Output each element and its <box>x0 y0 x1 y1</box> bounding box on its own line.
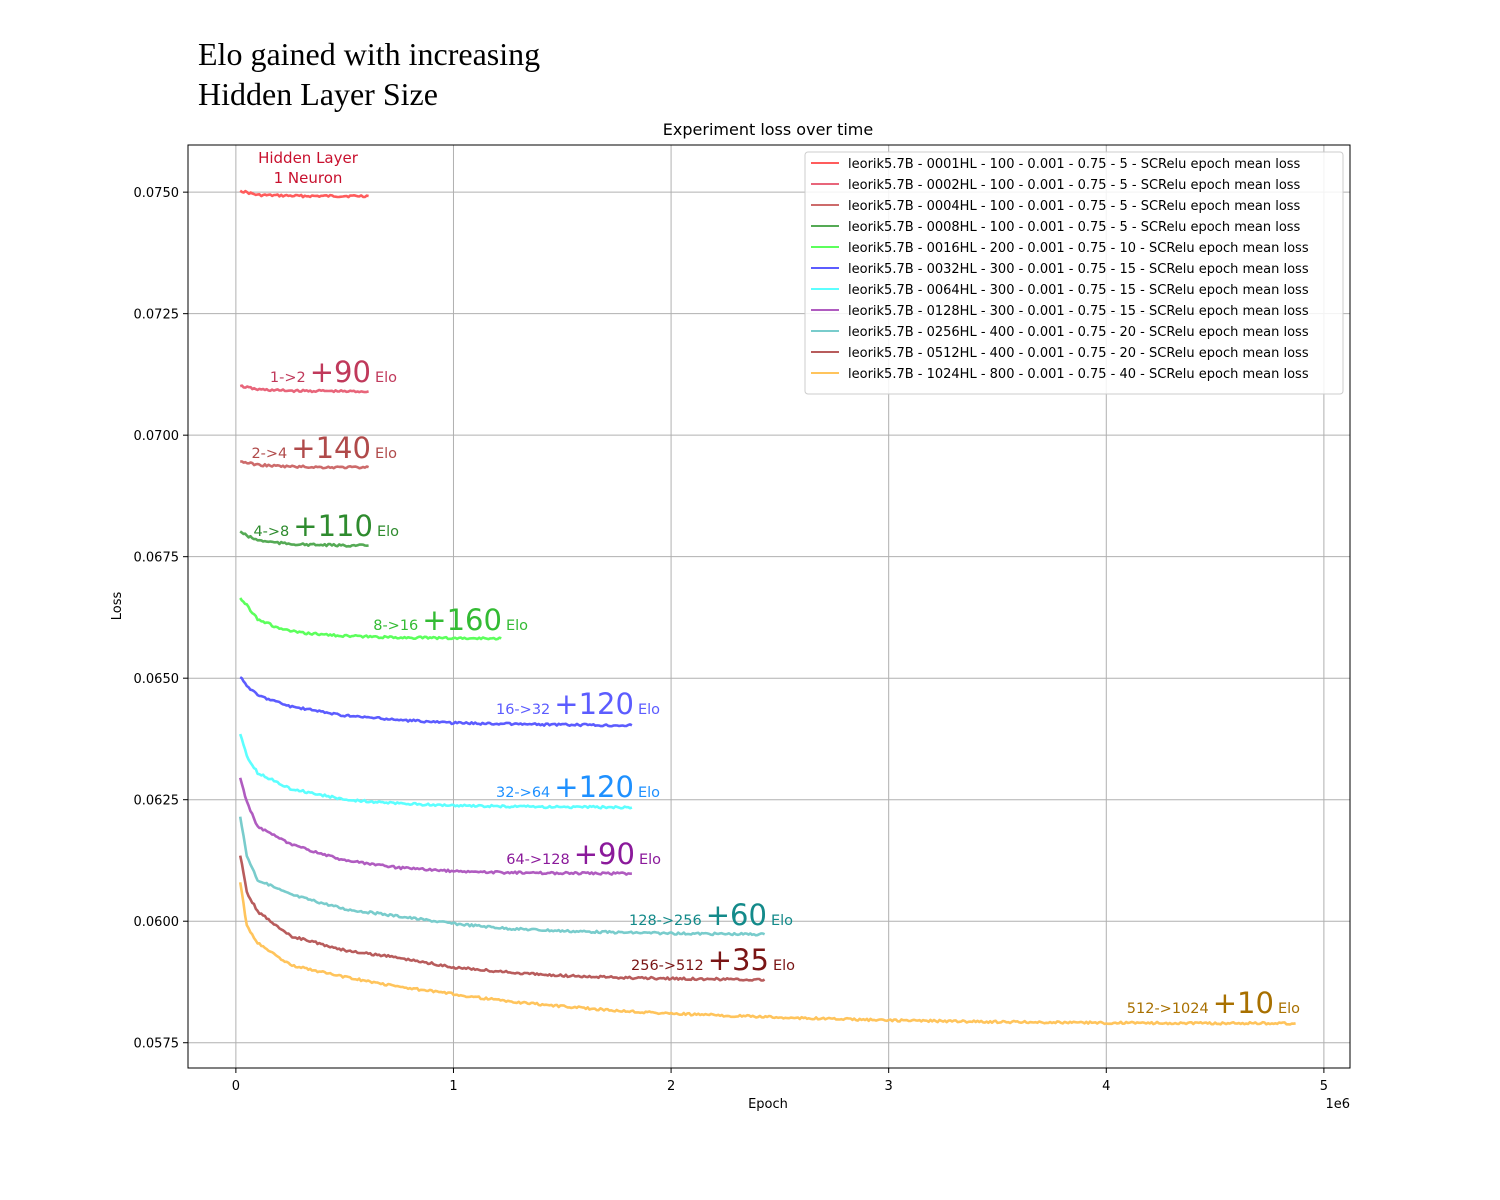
series-line <box>239 530 369 548</box>
elo-gain-range: 32->64 <box>496 785 550 801</box>
series-line <box>238 733 633 810</box>
elo-gain-value: +90 <box>310 355 371 389</box>
hidden-layer-label: 1 Neuron <box>274 169 343 187</box>
hidden-layer-label: Hidden Layer <box>258 149 359 167</box>
legend-entry: leorik5.7B - 0128HL - 300 - 0.001 - 0.75… <box>848 304 1309 319</box>
x-tick-label: 2 <box>667 1079 675 1094</box>
x-axis-label: Epoch <box>748 1097 788 1112</box>
elo-gain-unit: Elo <box>773 958 795 974</box>
elo-gain-label: 16->32 +120 Elo <box>496 687 660 721</box>
x-axis-offset: 1e6 <box>1325 1097 1350 1112</box>
legend-frame <box>804 151 1344 395</box>
y-tick-label: 0.0650 <box>134 672 180 687</box>
y-tick-label: 0.0675 <box>134 551 180 566</box>
series-line <box>239 597 502 641</box>
elo-gain-label: 8->16 +160 Elo <box>373 603 528 637</box>
legend-entry: leorik5.7B - 0016HL - 200 - 0.001 - 0.75… <box>848 241 1309 256</box>
headline-line-2: Hidden Layer Size <box>198 76 438 112</box>
elo-gain-label: 256->512 +35 Elo <box>631 943 795 977</box>
x-tick-label: 3 <box>885 1079 893 1094</box>
elo-gain-label: 128->256 +60 Elo <box>629 898 793 932</box>
elo-gain-unit: Elo <box>638 702 660 718</box>
headline-line-1: Elo gained with increasing <box>198 36 541 72</box>
elo-gain-label: 1->2 +90 Elo <box>270 355 397 389</box>
series-line <box>240 460 370 470</box>
elo-gain-label: 32->64 +120 Elo <box>496 770 660 804</box>
elo-gain-unit: Elo <box>377 524 399 540</box>
legend-entry: leorik5.7B - 0002HL - 100 - 0.001 - 0.75… <box>848 178 1301 193</box>
x-tick-label: 4 <box>1102 1079 1110 1094</box>
elo-gain-value: +35 <box>708 943 769 977</box>
elo-gain-range: 8->16 <box>373 618 418 634</box>
legend-entry: leorik5.7B - 0512HL - 400 - 0.001 - 0.75… <box>848 346 1309 361</box>
elo-gain-label: 64->128 +90 Elo <box>506 837 661 871</box>
plot-frame <box>187 144 1351 1069</box>
elo-gain-label: 2->4 +140 Elo <box>251 431 397 465</box>
series-line <box>238 816 766 937</box>
legend-entry: leorik5.7B - 1024HL - 800 - 0.001 - 0.75… <box>848 367 1309 382</box>
chart-title: Experiment loss over time <box>663 120 873 139</box>
y-tick-label: 0.0700 <box>134 429 180 444</box>
y-tick-label: 0.0575 <box>134 1037 180 1052</box>
elo-gain-range: 64->128 <box>506 852 570 868</box>
elo-gain-unit: Elo <box>638 785 660 801</box>
legend-entry: leorik5.7B - 0001HL - 100 - 0.001 - 0.75… <box>848 157 1301 172</box>
series-line <box>239 676 633 728</box>
elo-gain-range: 16->32 <box>496 702 550 718</box>
elo-gain-range: 128->256 <box>629 913 702 929</box>
elo-gain-unit: Elo <box>639 852 661 868</box>
elo-gain-value: +110 <box>293 509 373 543</box>
legend-entry: leorik5.7B - 0004HL - 100 - 0.001 - 0.75… <box>848 199 1301 214</box>
series-line <box>238 855 766 982</box>
axis-ticks: 0 1 2 3 4 5 0.0575 0.0600 0.0625 0.0650 0.0675 0.07… <box>134 186 1329 1094</box>
elo-gain-value: +10 <box>1213 986 1274 1020</box>
elo-gain-value: +60 <box>706 898 767 932</box>
elo-gain-value: +140 <box>291 431 371 465</box>
legend-entry: leorik5.7B - 0256HL - 400 - 0.001 - 0.75… <box>848 325 1309 340</box>
series-line <box>239 384 369 394</box>
legend-entry: leorik5.7B - 0064HL - 300 - 0.001 - 0.75… <box>848 283 1309 298</box>
series-line <box>238 882 1296 1026</box>
legend-entry: leorik5.7B - 0032HL - 300 - 0.001 - 0.75… <box>848 262 1309 277</box>
series-line <box>238 777 632 876</box>
y-axis-label: Loss <box>110 592 125 621</box>
legend-entry: leorik5.7B - 0008HL - 100 - 0.001 - 0.75… <box>848 220 1301 235</box>
elo-gain-value: +90 <box>574 837 635 871</box>
x-tick-label: 0 <box>232 1079 240 1094</box>
elo-gain-range: 4->8 <box>253 524 289 540</box>
elo-gain-unit: Elo <box>771 913 793 929</box>
elo-gain-label: 512->1024 +10 Elo <box>1127 986 1300 1020</box>
elo-gain-unit: Elo <box>1278 1001 1300 1017</box>
x-tick-label: 1 <box>449 1079 457 1094</box>
elo-gain-value: +160 <box>422 603 502 637</box>
y-tick-label: 0.0625 <box>134 794 180 809</box>
elo-gain-label: 4->8 +110 Elo <box>253 509 399 543</box>
elo-gain-unit: Elo <box>375 446 397 462</box>
y-tick-label: 0.0725 <box>134 308 180 323</box>
headline: Elo gained with increasing Hidden Layer … <box>198 34 898 114</box>
series-layer <box>238 189 1296 1026</box>
elo-gain-range: 1->2 <box>270 370 306 386</box>
elo-gain-range: 2->4 <box>251 446 287 462</box>
elo-gain-range: 512->1024 <box>1127 1001 1209 1017</box>
y-tick-label: 0.0750 <box>134 186 180 201</box>
x-tick-label: 5 <box>1320 1079 1328 1094</box>
elo-gain-unit: Elo <box>375 370 397 386</box>
legend: leorik5.7B - 0001HL - 100 - 0.001 - 0.75… <box>804 151 1344 395</box>
y-tick-label: 0.0600 <box>134 915 180 930</box>
elo-gain-value: +120 <box>554 687 634 721</box>
elo-gain-unit: Elo <box>506 618 528 634</box>
series-line <box>239 189 369 199</box>
elo-gain-range: 256->512 <box>631 958 704 974</box>
elo-gain-value: +120 <box>554 770 634 804</box>
